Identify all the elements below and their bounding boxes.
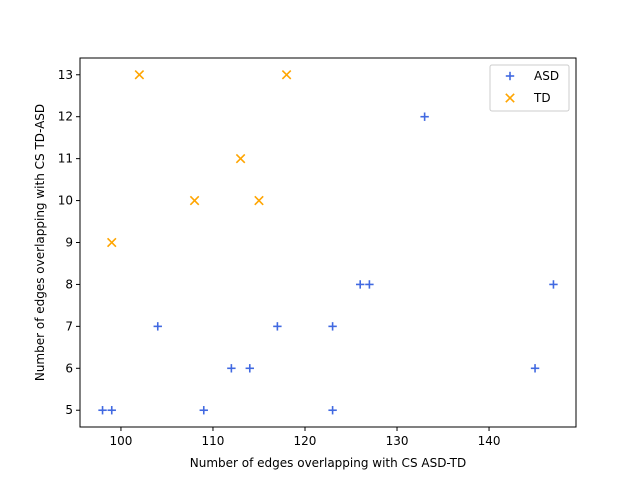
point-td-0: [106, 237, 117, 248]
x-ticks: 100 110 120 130 140: [109, 427, 500, 448]
x-tick-label-110: 110: [202, 434, 225, 448]
y-tick-label-12: 12: [58, 110, 73, 124]
legend-td-glyph: [505, 93, 515, 103]
point-asd-13: [549, 280, 558, 289]
y-axis-label: Number of edges overlapping with CS TD-A…: [33, 104, 47, 381]
y-tick-label-8: 8: [65, 277, 73, 291]
x-tick-label-100: 100: [109, 434, 132, 448]
point-td-1: [134, 70, 145, 80]
point-asd-1: [107, 406, 116, 415]
x-tick-label-130: 130: [386, 434, 409, 448]
x-axis-label: Number of edges overlapping with CS ASD-…: [190, 456, 466, 470]
point-asd-9: [356, 280, 365, 289]
point-td-2: [189, 195, 200, 206]
x-tick-label-140: 140: [478, 434, 501, 448]
point-asd-5: [245, 364, 254, 373]
legend-marker-asd: [505, 71, 515, 81]
y-ticks: 5 6 7 8 9 10 11 12 13: [58, 68, 80, 417]
plot-frame: [79, 57, 577, 428]
legend-asd-glyph: [505, 71, 515, 81]
x-tick-label-120: 120: [294, 434, 317, 448]
point-td-3: [235, 153, 246, 164]
point-asd-6: [273, 322, 282, 331]
point-asd-12: [530, 364, 540, 373]
y-tick-label-6: 6: [65, 361, 73, 375]
point-asd-3: [199, 406, 208, 415]
y-tick-label-13: 13: [58, 68, 73, 82]
point-td-5: [281, 70, 292, 80]
y-tick-label-10: 10: [58, 194, 73, 208]
point-asd-0: [98, 406, 107, 415]
y-tick-label-11: 11: [58, 152, 73, 166]
legend-marker-td: [505, 93, 515, 103]
marks-layer: [98, 70, 558, 415]
point-asd-2: [153, 322, 162, 331]
legend-label-asd: ASD: [534, 69, 559, 83]
y-tick-label-5: 5: [65, 403, 73, 417]
point-asd-11: [420, 112, 429, 121]
legend-label-td: TD: [533, 91, 551, 105]
point-asd-10: [365, 280, 374, 289]
point-asd-4: [227, 364, 236, 373]
point-td-4: [254, 195, 264, 206]
point-asd-7: [328, 322, 337, 331]
y-tick-label-7: 7: [65, 319, 73, 333]
point-asd-8: [328, 406, 337, 415]
legend: ASD TD: [489, 64, 570, 112]
y-tick-label-9: 9: [65, 236, 73, 250]
